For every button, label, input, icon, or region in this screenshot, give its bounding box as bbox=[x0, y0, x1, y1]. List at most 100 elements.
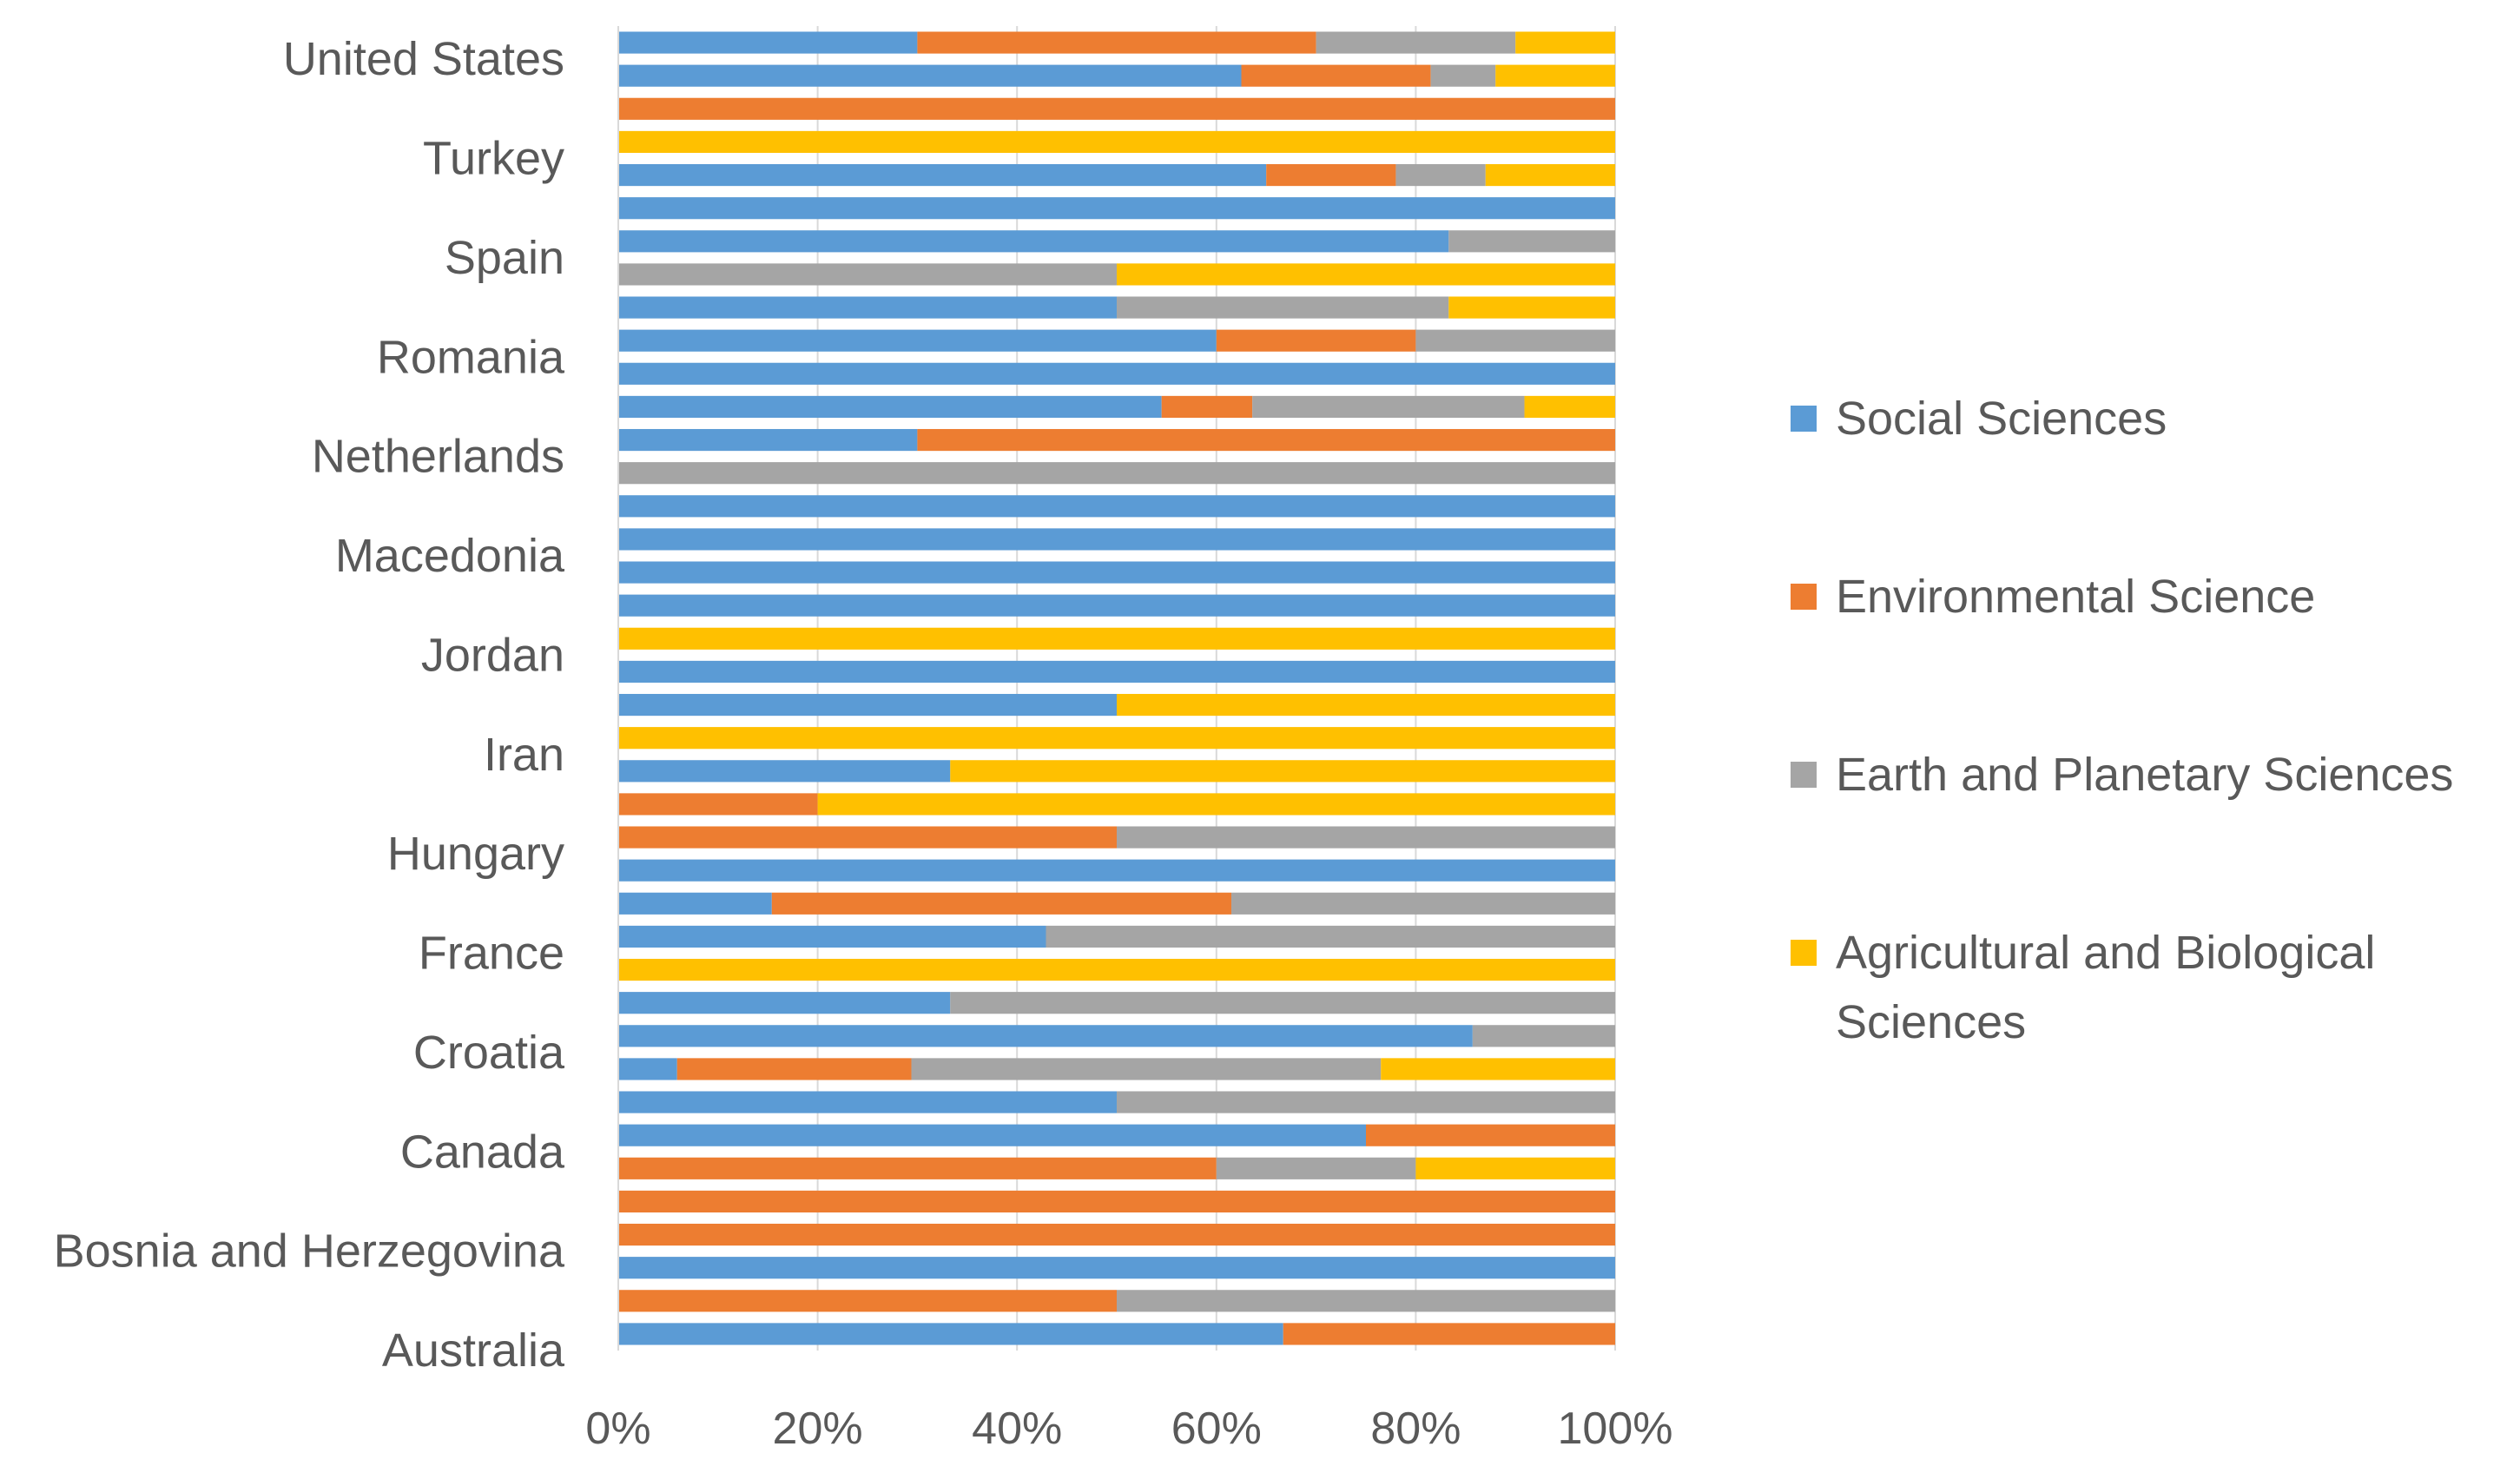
legend-label: Earth and Planetary Sciences bbox=[1836, 749, 2453, 801]
bar-segment-social-sciences bbox=[618, 296, 1117, 319]
bar-segment-social-sciences bbox=[618, 660, 1615, 684]
axes: 0% 20% 40% 60% 80% 100% United States Turkey Spa… bbox=[54, 26, 1673, 1454]
bar-segment-environmental-science bbox=[1161, 395, 1253, 419]
bar-segment-social-sciences bbox=[618, 163, 1267, 187]
x-tick-label: 0% bbox=[585, 1404, 650, 1454]
bar-segment-environmental-science bbox=[618, 1223, 1615, 1246]
bar-segment-social-sciences bbox=[618, 1323, 1283, 1345]
bar-segment-earth-and-planetary-sciences bbox=[1472, 1025, 1615, 1047]
bar-segment-social-sciences bbox=[618, 1058, 677, 1080]
bar-segment-earth-and-planetary-sciences bbox=[618, 263, 1117, 286]
y-category-label: Spain bbox=[445, 232, 564, 284]
bar-segment-earth-and-planetary-sciences bbox=[1117, 1290, 1615, 1312]
bar-segment-social-sciences bbox=[618, 395, 1162, 419]
x-tick-label: 100% bbox=[1558, 1404, 1673, 1454]
bar-segment-agricultural-and-biological-sciences bbox=[817, 793, 1615, 816]
bar-segment-earth-and-planetary-sciences bbox=[1231, 892, 1615, 915]
bar-segment-earth-and-planetary-sciences bbox=[1117, 1091, 1615, 1113]
bar-segment-earth-and-planetary-sciences bbox=[1117, 826, 1615, 849]
bar-segment-social-sciences bbox=[618, 1025, 1473, 1047]
bar-segment-earth-and-planetary-sciences bbox=[1046, 925, 1615, 948]
bar-segment-earth-and-planetary-sciences bbox=[1415, 329, 1615, 352]
bar-segment-social-sciences bbox=[618, 859, 1615, 882]
legend-label: Social Sciences bbox=[1836, 393, 2167, 445]
bar-segment-environmental-science bbox=[1216, 329, 1416, 352]
bar-segment-agricultural-and-biological-sciences bbox=[618, 130, 1615, 154]
bar-segment-agricultural-and-biological-sciences bbox=[1485, 163, 1615, 187]
bar-segment-agricultural-and-biological-sciences bbox=[1117, 263, 1615, 286]
bar-segment-social-sciences bbox=[618, 594, 1615, 617]
bar-segment-social-sciences bbox=[618, 197, 1615, 220]
y-category-label: Bosnia and Herzegovina bbox=[54, 1225, 565, 1278]
bar-segment-agricultural-and-biological-sciences bbox=[950, 760, 1615, 783]
x-tick-label: 80% bbox=[1370, 1404, 1461, 1454]
gridlines bbox=[617, 26, 1616, 1351]
bar-segment-social-sciences bbox=[618, 992, 951, 1014]
legend-swatch bbox=[1791, 940, 1817, 966]
bar-segment-social-sciences bbox=[618, 64, 1242, 87]
bar-segment-agricultural-and-biological-sciences bbox=[1448, 296, 1615, 319]
bar-segment-earth-and-planetary-sciences bbox=[1252, 395, 1525, 419]
y-category-label: Netherlands bbox=[312, 431, 564, 483]
bar-segment-earth-and-planetary-sciences bbox=[1117, 296, 1449, 319]
y-category-label: Croatia bbox=[413, 1027, 565, 1079]
bar-segment-agricultural-and-biological-sciences bbox=[1524, 395, 1615, 419]
bar-segment-agricultural-and-biological-sciences bbox=[1495, 64, 1615, 87]
bar-segment-social-sciences bbox=[618, 528, 1615, 551]
bar-segment-agricultural-and-biological-sciences bbox=[1381, 1058, 1615, 1080]
bar-segment-environmental-science bbox=[917, 428, 1615, 452]
bar-segment-agricultural-and-biological-sciences bbox=[1415, 1157, 1615, 1179]
y-category-label: United States bbox=[283, 33, 564, 85]
legend-label: Sciences bbox=[1836, 996, 2026, 1048]
bar-segment-social-sciences bbox=[618, 892, 772, 915]
bar-segment-earth-and-planetary-sciences bbox=[1216, 1157, 1416, 1179]
x-tick-label: 60% bbox=[1171, 1404, 1262, 1454]
bar-segment-earth-and-planetary-sciences bbox=[1316, 31, 1516, 54]
bar-segment-earth-and-planetary-sciences bbox=[618, 462, 1615, 485]
y-category-label: France bbox=[419, 928, 564, 980]
bar-segment-agricultural-and-biological-sciences bbox=[1515, 31, 1615, 54]
bar-segment-environmental-science bbox=[618, 826, 1117, 849]
bar-segment-social-sciences bbox=[618, 1091, 1117, 1113]
bar-segment-agricultural-and-biological-sciences bbox=[618, 727, 1615, 750]
bars bbox=[618, 31, 1615, 1345]
bar-segment-social-sciences bbox=[618, 362, 1615, 385]
legend-label: Environmental Science bbox=[1836, 571, 2315, 623]
y-category-label: Turkey bbox=[423, 133, 564, 185]
legend-swatch bbox=[1791, 406, 1817, 432]
x-tick-label: 20% bbox=[773, 1404, 863, 1454]
bar-segment-earth-and-planetary-sciences bbox=[950, 992, 1615, 1014]
legend-label: Agricultural and Biological bbox=[1836, 927, 2375, 979]
bar-segment-environmental-science bbox=[1366, 1124, 1615, 1146]
y-category-label: Romania bbox=[377, 331, 565, 383]
bar-segment-social-sciences bbox=[618, 428, 918, 452]
bar-segment-environmental-science bbox=[618, 1157, 1217, 1179]
bar-segment-earth-and-planetary-sciences bbox=[911, 1058, 1382, 1080]
x-tick-label: 40% bbox=[972, 1404, 1062, 1454]
bar-segment-social-sciences bbox=[618, 693, 1117, 717]
bar-segment-social-sciences bbox=[618, 925, 1046, 948]
y-category-label: Australia bbox=[382, 1324, 565, 1377]
y-category-label: Hungary bbox=[387, 828, 564, 880]
bar-segment-environmental-science bbox=[771, 892, 1232, 915]
bar-segment-environmental-science bbox=[1241, 64, 1431, 87]
legend-swatch bbox=[1791, 584, 1817, 610]
bar-segment-earth-and-planetary-sciences bbox=[1448, 230, 1615, 253]
bar-segment-social-sciences bbox=[618, 760, 951, 783]
y-category-label: Iran bbox=[484, 729, 564, 781]
y-category-label: Jordan bbox=[421, 629, 564, 681]
bar-segment-earth-and-planetary-sciences bbox=[1430, 64, 1496, 87]
bar-segment-social-sciences bbox=[618, 1124, 1366, 1146]
bar-segment-environmental-science bbox=[618, 1190, 1615, 1213]
bar-segment-environmental-science bbox=[1266, 163, 1396, 187]
bar-segment-social-sciences bbox=[618, 495, 1615, 518]
bar-segment-social-sciences bbox=[618, 230, 1449, 253]
bar-segment-agricultural-and-biological-sciences bbox=[618, 958, 1615, 981]
y-category-label: Macedonia bbox=[335, 530, 565, 582]
legend-swatch bbox=[1791, 762, 1817, 788]
bar-segment-environmental-science bbox=[1283, 1323, 1615, 1345]
legend: Social Sciences Environmental Science Eart… bbox=[1791, 393, 2453, 1048]
bar-segment-environmental-science bbox=[618, 97, 1615, 120]
